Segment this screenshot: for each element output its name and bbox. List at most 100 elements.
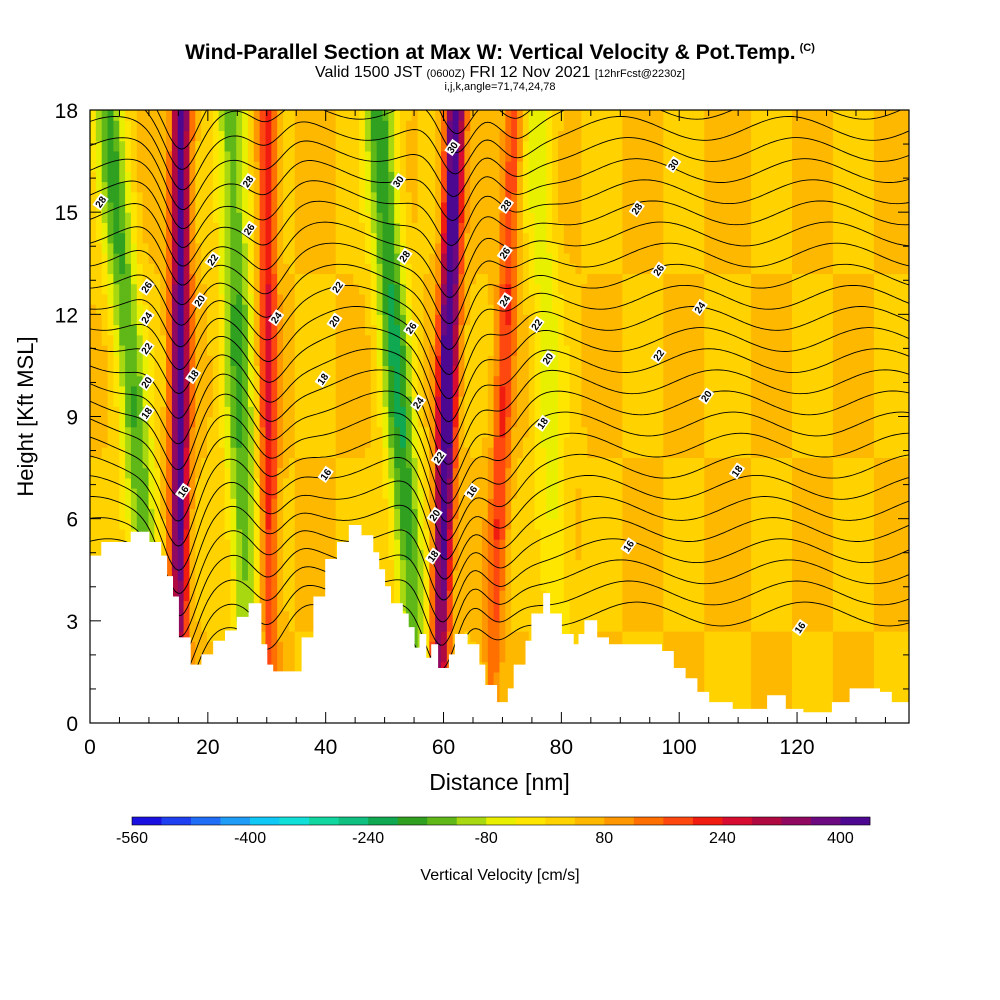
velocity-cell — [259, 426, 267, 438]
velocity-cell — [107, 283, 114, 295]
velocity-cell — [160, 334, 167, 346]
velocity-cell — [329, 334, 337, 346]
velocity-cell — [493, 355, 501, 367]
velocity-cell — [101, 263, 109, 275]
velocity-cell — [101, 355, 109, 367]
velocity-cell — [382, 191, 389, 203]
velocity-cell — [294, 416, 302, 428]
velocity-cell — [522, 150, 530, 162]
velocity-cell — [218, 385, 226, 397]
velocity-cell — [558, 355, 565, 367]
velocity-cell — [505, 682, 512, 693]
velocity-cell — [265, 334, 272, 346]
velocity-cell — [405, 161, 413, 172]
velocity-cell — [400, 181, 407, 193]
velocity-cell — [95, 110, 103, 121]
velocity-cell — [318, 539, 325, 550]
velocity-cell — [517, 130, 524, 142]
velocity-cell — [224, 273, 231, 285]
velocity-cell — [382, 375, 389, 387]
velocity-cell — [540, 201, 547, 213]
velocity-cell — [481, 385, 489, 397]
velocity-cell — [160, 212, 167, 223]
velocity-cell — [177, 528, 185, 540]
velocity-cell — [546, 314, 553, 326]
velocity-cell — [306, 201, 313, 213]
velocity-cell — [376, 518, 384, 530]
velocity-cell — [125, 385, 132, 397]
velocity-cell — [177, 426, 185, 438]
velocity-cell — [136, 110, 144, 121]
velocity-cell — [569, 569, 577, 581]
velocity-cell — [300, 365, 308, 377]
velocity-cell — [400, 477, 407, 489]
velocity-cell — [212, 447, 220, 458]
velocity-cell — [130, 293, 138, 305]
velocity-cell — [119, 161, 126, 172]
velocity-cell — [493, 181, 501, 193]
velocity-cell — [417, 334, 425, 346]
velocity-cell — [329, 365, 337, 377]
velocity-cell — [236, 130, 243, 142]
velocity-cell — [347, 467, 354, 479]
velocity-cell — [90, 355, 97, 367]
velocity-cell — [540, 518, 547, 530]
velocity-cell — [394, 467, 401, 479]
velocity-cell — [318, 222, 325, 234]
velocity-cell — [271, 447, 278, 458]
velocity-cell — [142, 304, 150, 315]
velocity-cell — [563, 375, 571, 387]
velocity-cell — [405, 610, 413, 622]
velocity-cell — [201, 222, 208, 234]
velocity-cell — [107, 355, 114, 367]
velocity-cell — [435, 130, 442, 142]
velocity-cell — [341, 467, 348, 479]
velocity-cell — [517, 273, 524, 285]
velocity-cell — [166, 569, 173, 581]
velocity-cell — [493, 600, 501, 612]
velocity-cell — [505, 447, 512, 458]
velocity-cell — [382, 365, 389, 377]
velocity-cell — [160, 477, 167, 489]
velocity-cell — [505, 171, 512, 183]
velocity-cell — [171, 498, 179, 510]
velocity-cell — [218, 610, 226, 622]
velocity-cell — [400, 528, 407, 540]
velocity-cell — [306, 477, 313, 489]
velocity-cell — [452, 406, 460, 418]
velocity-cell — [423, 253, 430, 264]
velocity-cell — [183, 426, 191, 438]
velocity-cell — [394, 375, 401, 387]
velocity-cell — [487, 140, 495, 152]
velocity-cell — [236, 181, 243, 193]
velocity-cell — [294, 324, 302, 336]
velocity-cell — [312, 201, 319, 213]
velocity-cell — [353, 406, 360, 418]
velocity-cell — [271, 171, 278, 183]
velocity-cell — [517, 406, 524, 418]
velocity-cell — [470, 150, 477, 162]
velocity-cell — [441, 528, 448, 540]
velocity-cell — [189, 385, 196, 397]
velocity-cell — [347, 385, 354, 397]
velocity-cell — [171, 324, 179, 336]
velocity-cell — [446, 212, 454, 223]
velocity-cell — [417, 171, 425, 183]
velocity-cell — [300, 457, 308, 469]
velocity-cell — [306, 283, 313, 295]
velocity-cell — [499, 304, 506, 315]
velocity-cell — [563, 171, 571, 183]
velocity-cell — [528, 171, 536, 183]
velocity-cell — [493, 110, 501, 121]
velocity-cell — [177, 396, 185, 407]
velocity-cell — [423, 631, 430, 642]
velocity-cell — [335, 498, 343, 510]
velocity-cell — [218, 253, 226, 264]
velocity-cell — [253, 457, 261, 469]
velocity-cell — [195, 110, 202, 121]
velocity-cell — [142, 171, 150, 183]
velocity-cell — [517, 477, 524, 489]
velocity-cell — [218, 273, 226, 285]
velocity-cell — [183, 273, 191, 285]
velocity-cell — [277, 283, 284, 295]
